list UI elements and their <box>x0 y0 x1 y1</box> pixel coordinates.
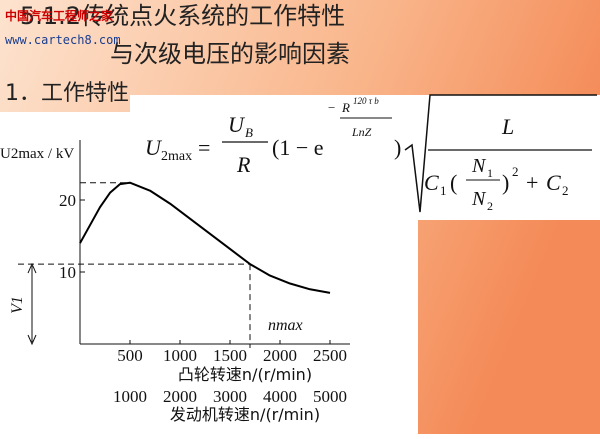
x2-tick-label: 2000 <box>163 387 197 406</box>
formula-text: − <box>328 100 335 115</box>
formula-text: 1 <box>440 183 447 198</box>
formula-text: 2 <box>487 199 493 213</box>
formula-text: ) <box>394 135 401 160</box>
y-axis-label: U2max / kV <box>0 146 74 162</box>
section: 1．工作特性 <box>5 81 129 106</box>
y-tick-label: 20 <box>59 191 76 210</box>
root-sign <box>404 94 597 213</box>
formula-text: LnZ <box>351 125 372 139</box>
formula-text: 120 τ b <box>353 96 379 106</box>
formula: U 2max = U B R (1 − e − R 120 τ b LnZ ) … <box>145 94 597 213</box>
formula-text: 2 <box>562 183 569 198</box>
x-axis-label: 凸轮转速n/(r/min) <box>178 365 312 384</box>
formula-text: R <box>236 152 251 177</box>
formula-text: 1 <box>487 166 493 180</box>
formula-text: = <box>198 135 210 160</box>
nmax-label: nmax <box>268 317 303 334</box>
x-tick-label: 2000 <box>263 346 297 365</box>
formula-text: 2 <box>512 164 519 179</box>
y-tick-label: 10 <box>59 263 76 282</box>
formula-text: ( <box>450 170 457 195</box>
v1-label: V1 <box>9 296 26 314</box>
x-tick-label: 500 <box>117 346 143 365</box>
x2-tick-label: 1000 <box>113 387 147 406</box>
chart: U2max / kV 凸轮转速n/(r/min) 发动机转速n/(r/min) … <box>0 140 350 424</box>
formula-text: C <box>424 170 439 195</box>
x2-axis-label: 发动机转速n/(r/min) <box>170 405 320 424</box>
x2-tick-label: 4000 <box>263 387 297 406</box>
x2-tick-label: 3000 <box>213 387 247 406</box>
x2-tick-label: 5000 <box>313 387 347 406</box>
formula-text: C <box>546 170 561 195</box>
formula-text: N <box>471 155 487 177</box>
watermark: 中国汽车工程师之家 <box>5 8 114 23</box>
formula-text: ) <box>502 170 509 195</box>
formula-text: R <box>341 100 350 115</box>
arrow-head <box>27 262 37 274</box>
heading: 5.1.2传统点火系统的工作特性 <box>20 2 345 30</box>
formula-text: U <box>228 112 246 137</box>
x-tick-label: 1000 <box>163 346 197 365</box>
x-tick-label: 1500 <box>213 346 247 365</box>
arrow-head <box>27 334 37 346</box>
formula-text: + <box>526 170 538 195</box>
formula-text: (1 − e <box>272 135 324 160</box>
curve <box>79 181 331 294</box>
watermark-url: www.cartech8.com <box>5 33 121 47</box>
formula-panel <box>130 95 600 220</box>
formula-text: N <box>471 188 487 210</box>
heading-line2: 与次级电压的影响因素 <box>110 40 350 68</box>
formula-text: B <box>245 125 253 140</box>
x-tick-label: 2500 <box>313 346 347 365</box>
formula-text: L <box>501 114 514 139</box>
formula-text: U <box>145 135 163 160</box>
formula-text: 2max <box>161 149 192 164</box>
